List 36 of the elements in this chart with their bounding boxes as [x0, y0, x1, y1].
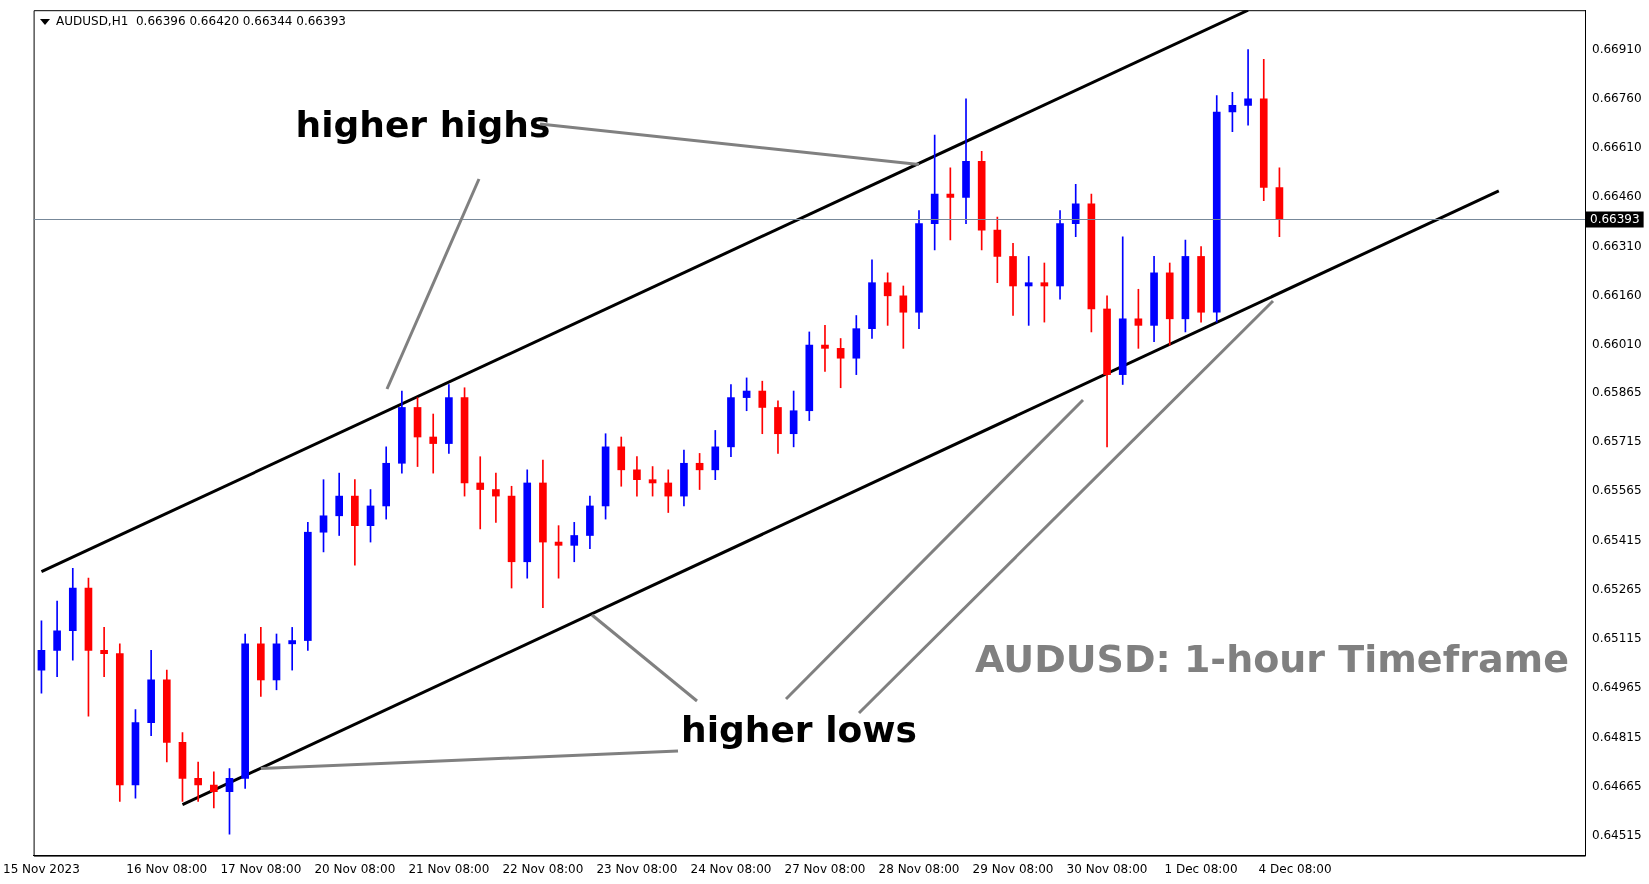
annotation: AUDUSD: 1-hour Timeframe — [975, 637, 1569, 681]
y-tick-label: 0.66910 — [1592, 41, 1642, 56]
y-tick-label: 0.66010 — [1592, 337, 1642, 352]
chart-title: AUDUSD,H1 0.66396 0.66420 0.66344 0.66393 — [40, 14, 346, 28]
y-tick-label: 0.64515 — [1592, 828, 1642, 843]
y-tick-label: 0.66160 — [1592, 287, 1642, 302]
x-tick-label: 27 Nov 08:00 — [784, 861, 866, 876]
x-tick-label: 28 Nov 08:00 — [878, 861, 960, 876]
y-tick-label: 0.66460 — [1592, 189, 1642, 204]
y-tick-label: 0.66310 — [1592, 238, 1642, 253]
y-tick-label: 0.65715 — [1592, 434, 1642, 449]
x-tick-label: 17 Nov 08:00 — [220, 861, 302, 876]
x-tick-label: 23 Nov 08:00 — [596, 861, 678, 876]
x-tick-label: 24 Nov 08:00 — [690, 861, 772, 876]
x-tick-label: 22 Nov 08:00 — [502, 861, 584, 876]
y-tick-label: 0.65265 — [1592, 581, 1642, 596]
y-tick-label: 0.65415 — [1592, 532, 1642, 547]
x-tick-label: 29 Nov 08:00 — [972, 861, 1054, 876]
annotation: higher lows — [681, 708, 917, 750]
x-tick-label: 4 Dec 08:00 — [1258, 861, 1332, 876]
x-tick-label: 15 Nov 2023 — [3, 861, 80, 876]
y-tick-label: 0.64965 — [1592, 680, 1642, 695]
ref-line-label: 0.66393 — [1590, 211, 1640, 226]
y-tick-label: 0.66610 — [1592, 140, 1642, 155]
x-tick-label: 21 Nov 08:00 — [408, 861, 490, 876]
y-tick-label: 0.65865 — [1592, 384, 1642, 399]
y-tick-label: 0.65565 — [1592, 483, 1642, 498]
y-tick-label: 0.66760 — [1592, 90, 1642, 105]
annotation: higher highs — [295, 103, 551, 145]
y-tick-label: 0.65115 — [1592, 631, 1642, 646]
x-tick-label: 20 Nov 08:00 — [314, 861, 396, 876]
x-tick-label: 16 Nov 08:00 — [126, 861, 208, 876]
y-tick-label: 0.64665 — [1592, 778, 1642, 793]
y-tick-label: 0.64815 — [1592, 729, 1642, 744]
x-tick-label: 1 Dec 08:00 — [1164, 861, 1238, 876]
x-tick-label: 30 Nov 08:00 — [1066, 861, 1148, 876]
